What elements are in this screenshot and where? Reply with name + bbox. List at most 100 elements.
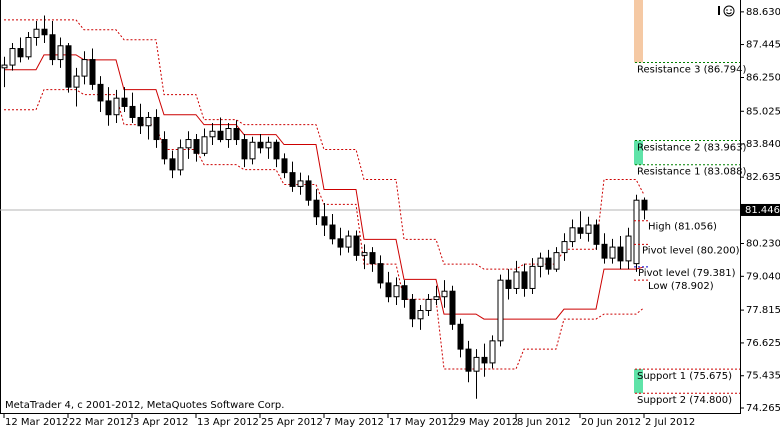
x-tick-label: 2 Jul 2012 bbox=[645, 417, 695, 428]
candle-body bbox=[177, 147, 184, 171]
candle-body bbox=[489, 340, 496, 364]
candle-body bbox=[313, 199, 320, 218]
candle-body bbox=[25, 37, 32, 58]
candle-body bbox=[249, 141, 256, 160]
y-tick-label: 76.625 bbox=[746, 338, 780, 349]
y-tick-label: 83.840 bbox=[746, 139, 780, 150]
candle-body bbox=[529, 265, 536, 289]
candle-body bbox=[577, 227, 584, 234]
candle-body bbox=[169, 158, 176, 171]
candle-body bbox=[449, 290, 456, 325]
y-tick-label: 87.445 bbox=[746, 40, 780, 51]
candle-body bbox=[265, 141, 272, 149]
candle-body bbox=[145, 116, 152, 127]
y-tick-label: 82.635 bbox=[746, 172, 780, 183]
footer-text: MetaTrader 4, c 2001-2012, MetaQuotes So… bbox=[5, 400, 284, 411]
x-tick-label: 20 Jun 2012 bbox=[581, 417, 641, 428]
candle-body bbox=[625, 235, 632, 262]
pivot-level-label: Pivot level (80.200) bbox=[642, 245, 740, 256]
candle-body bbox=[505, 279, 512, 289]
candle-body bbox=[137, 116, 144, 127]
candle-body bbox=[561, 241, 568, 254]
last-price-box bbox=[741, 203, 780, 216]
y-tick-label: 85.025 bbox=[746, 106, 780, 117]
candle-body bbox=[513, 271, 520, 289]
candle-body bbox=[33, 28, 40, 39]
candle-body bbox=[241, 139, 248, 160]
indicator-icon bbox=[718, 6, 720, 15]
candle-body bbox=[73, 75, 80, 88]
candle-body bbox=[377, 263, 384, 284]
candle-body bbox=[41, 28, 48, 36]
candle-body bbox=[17, 48, 24, 58]
candle-body bbox=[425, 298, 432, 312]
candle-body bbox=[217, 130, 224, 141]
level-label: Resistance 1 (83.088) bbox=[637, 167, 746, 178]
candle-body bbox=[601, 243, 608, 259]
x-tick-label: 13 Apr 2012 bbox=[197, 417, 259, 428]
y-tick-label: 79.040 bbox=[746, 271, 780, 282]
y-tick-label: 86.250 bbox=[746, 72, 780, 83]
candle-body bbox=[465, 348, 472, 372]
pivot-line bbox=[4, 19, 645, 270]
candle-body bbox=[289, 172, 296, 187]
candle-body bbox=[337, 238, 344, 248]
candle-body bbox=[545, 257, 552, 270]
x-tick-label: 3 Apr 2012 bbox=[133, 417, 188, 428]
candle-body bbox=[281, 158, 288, 174]
candle-body bbox=[441, 290, 448, 298]
candle-body bbox=[361, 252, 368, 256]
candle-body bbox=[393, 285, 400, 298]
candle-body bbox=[225, 128, 232, 141]
candle-body bbox=[257, 141, 264, 149]
candle-body bbox=[193, 139, 200, 154]
candle-body bbox=[409, 298, 416, 320]
candle-body bbox=[273, 141, 280, 160]
candle-body bbox=[121, 97, 128, 107]
candle-body bbox=[521, 271, 528, 289]
candle-body bbox=[353, 235, 360, 256]
candle-body bbox=[49, 34, 56, 61]
y-tick-label: 80.230 bbox=[746, 239, 780, 250]
expert-icon-eye bbox=[730, 9, 732, 11]
candle-body bbox=[417, 310, 424, 320]
level-zone bbox=[634, 140, 643, 165]
x-tick-label: 17 May 2012 bbox=[389, 417, 454, 428]
candle-body bbox=[129, 105, 136, 118]
candle-body bbox=[385, 282, 392, 298]
expert-icon-smile bbox=[726, 12, 732, 15]
candle-body bbox=[585, 224, 592, 234]
candle-body bbox=[617, 246, 624, 262]
candle-body bbox=[481, 356, 488, 364]
candle-body bbox=[329, 224, 336, 240]
level-label: Resistance 3 (86.794) bbox=[637, 64, 746, 75]
candle-body bbox=[97, 83, 104, 102]
candle-body bbox=[593, 224, 600, 245]
candle-body bbox=[569, 227, 576, 243]
x-tick-label: 8 Jun 2012 bbox=[517, 417, 571, 428]
candle-body bbox=[233, 128, 240, 141]
level-zone bbox=[634, 369, 643, 394]
candle-body bbox=[497, 279, 504, 342]
candle-body bbox=[9, 48, 16, 66]
last-price-label: 81.446 bbox=[745, 205, 780, 216]
pivot-level-label: Low (78.902) bbox=[648, 281, 714, 292]
candle-body bbox=[89, 59, 96, 85]
y-tick-label: 75.435 bbox=[746, 371, 780, 382]
candle-body bbox=[65, 45, 72, 88]
level-zone bbox=[634, 0, 643, 63]
candle-body bbox=[473, 356, 480, 372]
candle-body bbox=[321, 216, 328, 226]
candle-body bbox=[209, 130, 216, 138]
candle-body bbox=[105, 100, 112, 116]
candle-body bbox=[185, 139, 192, 149]
pivot-line bbox=[4, 54, 645, 320]
expert-icon-eye bbox=[726, 9, 728, 11]
candle-body bbox=[641, 199, 648, 211]
candle-body bbox=[113, 97, 120, 116]
candle-body bbox=[553, 252, 560, 270]
y-tick-label: 74.265 bbox=[746, 403, 780, 414]
candle-body bbox=[457, 323, 464, 350]
pivot-level-label: High (81.056) bbox=[648, 222, 717, 233]
